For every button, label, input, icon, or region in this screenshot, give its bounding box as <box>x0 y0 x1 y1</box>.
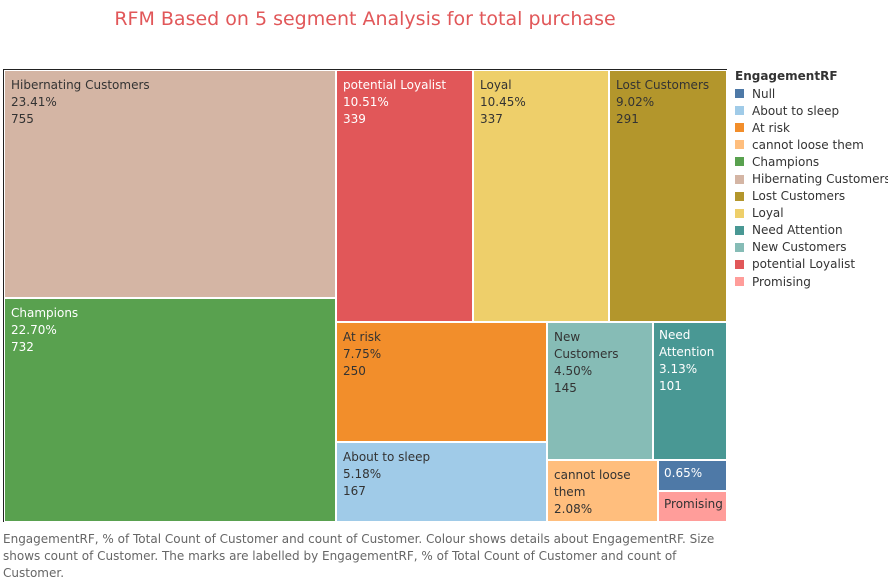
cell-percent: 0.65% <box>664 466 703 480</box>
legend-swatch <box>735 225 744 235</box>
legend-label: Loyal <box>752 206 784 221</box>
cell-label: cannot loose them <box>554 468 631 499</box>
legend-swatch <box>735 208 744 218</box>
treemap-cell[interactable]: Lost Customers 9.02% 291 <box>609 70 727 322</box>
cell-label: New Customers <box>554 330 619 361</box>
legend-swatch <box>735 242 744 252</box>
legend-label: Need Attention <box>752 223 843 238</box>
cell-label: potential Loyalist <box>343 78 447 92</box>
legend-item[interactable]: potential Loyalist <box>735 256 888 273</box>
legend-label: potential Loyalist <box>752 257 856 272</box>
legend-item[interactable]: Null <box>735 85 888 102</box>
treemap-cell[interactable]: 0.65% <box>658 460 727 491</box>
legend-item[interactable]: Need Attention <box>735 222 888 239</box>
cell-percent: 23.41% <box>11 95 57 109</box>
legend-swatch <box>735 259 744 269</box>
cell-count: 755 <box>11 112 34 126</box>
cell-count: 167 <box>343 484 366 498</box>
treemap-cell[interactable]: Need Attention 3.13% 101 <box>653 322 727 460</box>
cell-label: Loyal <box>480 78 512 92</box>
legend-label: Hibernating Customers <box>752 172 888 187</box>
legend-item[interactable]: Lost Customers <box>735 188 888 205</box>
legend-item[interactable]: Champions <box>735 153 888 170</box>
cell-label: At risk <box>343 330 381 344</box>
cell-percent: 9.02% <box>616 95 655 109</box>
cell-percent: 4.50% <box>554 364 593 378</box>
cell-count: 250 <box>343 364 366 378</box>
treemap-cell[interactable]: Promising <box>658 491 727 522</box>
legend-label: Lost Customers <box>752 189 846 204</box>
cell-percent: 7.75% <box>343 347 382 361</box>
legend: EngagementRF Null About to sleep At risk ca… <box>735 69 888 290</box>
cell-label: Hibernating Customers <box>11 78 150 92</box>
legend-item[interactable]: Loyal <box>735 205 888 222</box>
legend-item[interactable]: About to sleep <box>735 102 888 119</box>
legend-item[interactable]: At risk <box>735 119 888 136</box>
cell-percent: 10.51% <box>343 95 389 109</box>
treemap-cell[interactable]: About to sleep 5.18% 167 <box>336 442 547 522</box>
legend-item[interactable]: cannot loose them <box>735 136 888 153</box>
caption: EngagementRF, % of Total Count of Custom… <box>3 532 715 580</box>
legend-label: At risk <box>752 120 790 135</box>
legend-title: EngagementRF <box>735 69 838 83</box>
cell-label: Promising <box>664 497 723 511</box>
cell-percent: 5.18% <box>343 467 382 481</box>
cell-count: 339 <box>343 112 366 126</box>
treemap-cell[interactable]: potential Loyalist 10.51% 339 <box>336 70 473 322</box>
cell-percent: 3.13% <box>659 362 698 376</box>
legend-label: Promising <box>752 274 811 289</box>
treemap-cell[interactable]: Champions 22.70% 732 <box>4 298 336 522</box>
cell-count: 732 <box>11 340 34 354</box>
legend-label: Null <box>752 86 776 101</box>
cell-count: 145 <box>554 381 577 395</box>
cell-count: 101 <box>659 379 682 393</box>
legend-swatch <box>735 191 744 201</box>
treemap-cell[interactable]: At risk 7.75% 250 <box>336 322 547 442</box>
legend-swatch <box>735 123 744 133</box>
cell-label: Need Attention <box>659 328 715 359</box>
legend-label: About to sleep <box>752 103 840 118</box>
treemap-cell[interactable]: Hibernating Customers 23.41% 755 <box>4 70 336 298</box>
legend-swatch <box>735 277 744 287</box>
cell-count: 291 <box>616 112 639 126</box>
cell-label: Lost Customers <box>616 78 710 92</box>
chart-title: RFM Based on 5 segment Analysis for tota… <box>114 8 616 30</box>
legend-label: Champions <box>752 154 820 169</box>
treemap-cell[interactable]: cannot loose them 2.08% <box>547 460 658 522</box>
legend-label: cannot loose them <box>752 137 864 152</box>
legend-item[interactable]: Promising <box>735 273 888 290</box>
legend-swatch <box>735 140 744 150</box>
legend-item[interactable]: New Customers <box>735 239 888 256</box>
cell-label: Champions <box>11 306 79 320</box>
cell-percent: 10.45% <box>480 95 526 109</box>
cell-label: About to sleep <box>343 450 431 464</box>
treemap-cell[interactable]: New Customers 4.50% 145 <box>547 322 653 460</box>
cell-percent: 2.08% <box>554 502 593 516</box>
legend-swatch <box>735 157 744 167</box>
legend-items: Null About to sleep At risk cannot loose th… <box>735 85 888 290</box>
cell-percent: 22.70% <box>11 323 57 337</box>
legend-swatch <box>735 89 744 99</box>
cell-count: 337 <box>480 112 503 126</box>
treemap: Hibernating Customers 23.41% 755 Champions 2… <box>3 69 727 522</box>
legend-item[interactable]: Hibernating Customers <box>735 170 888 187</box>
legend-label: New Customers <box>752 240 847 255</box>
legend-swatch <box>735 174 744 184</box>
legend-swatch <box>735 106 744 116</box>
treemap-cell[interactable]: Loyal 10.45% 337 <box>473 70 609 322</box>
